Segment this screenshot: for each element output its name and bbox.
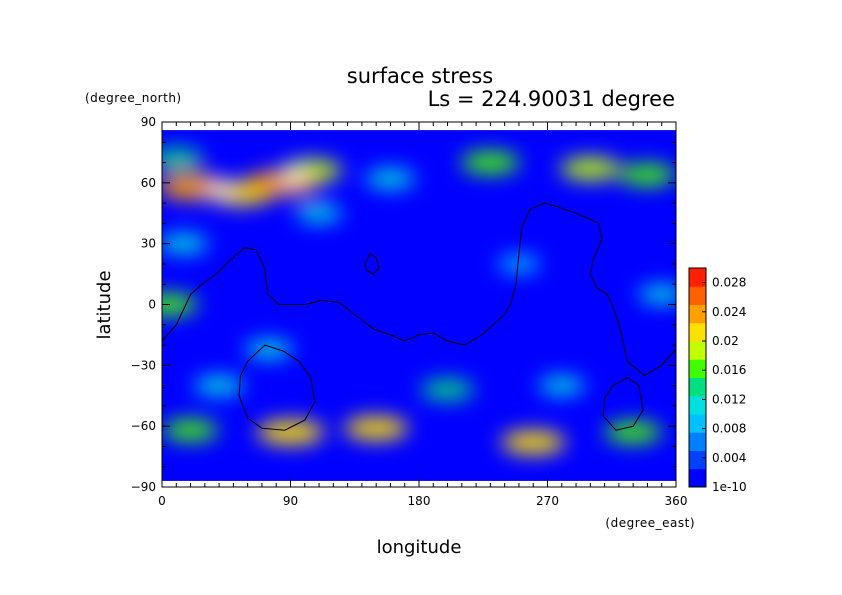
field-regions (162, 148, 676, 455)
y-axis-label: latitude (94, 270, 115, 339)
field-region (209, 182, 230, 195)
x-tick-label: 270 (536, 494, 559, 508)
field-region (604, 421, 662, 444)
field-region (344, 416, 409, 441)
field-region (162, 233, 209, 254)
colorbar-label: 0.008 (712, 422, 746, 436)
y-tick-label: −60 (131, 419, 156, 433)
colorbar-label: 0.016 (712, 363, 746, 377)
y-tick-label: 30 (141, 237, 156, 251)
x-tick-label: 180 (408, 494, 431, 508)
field-region (194, 375, 244, 396)
y-unit-label: (degree_north) (85, 91, 182, 105)
contour-line (602, 376, 644, 431)
colorbar-swatch (689, 450, 706, 470)
colorbar-swatch (689, 359, 706, 378)
field-region (163, 419, 219, 441)
field-region (560, 157, 621, 181)
field-region (283, 170, 304, 183)
axes-ticks: 0 90 180 270 360 90 60 30 0 −30 −60 −90 (131, 115, 688, 508)
y-tick-label: −90 (131, 480, 156, 494)
chart-title: surface stress (347, 64, 493, 88)
colorbar-swatch (689, 468, 706, 488)
y-tick-label: 0 (148, 298, 156, 312)
x-unit-label: (degree_east) (605, 516, 695, 530)
chart-subtitle: Ls = 224.90031 degree (428, 87, 675, 111)
colorbar-swatch (689, 414, 706, 433)
colorbar-label: 0.012 (712, 392, 746, 406)
field-region (461, 151, 520, 174)
x-tick-label: 90 (283, 494, 298, 508)
field-region (162, 148, 203, 169)
colorbar-frame (688, 267, 707, 488)
contour-line (364, 253, 380, 275)
colorbar-swatch (689, 395, 706, 415)
colorbar-label: 0.028 (712, 276, 746, 290)
colorbar-swatch (689, 286, 706, 305)
colorbar-label: 1e-10 (712, 480, 747, 494)
colorbar-swatch (689, 377, 706, 397)
field-region (638, 284, 676, 304)
contour-line (162, 202, 676, 377)
colorbar-swatch (689, 341, 706, 360)
plot-area (162, 122, 676, 487)
colorbar-swatch (689, 322, 706, 342)
field-region (501, 430, 566, 455)
x-tick-label: 0 (158, 494, 166, 508)
field-region (256, 419, 325, 445)
field-region (247, 169, 319, 196)
colorbar-swatch (689, 268, 706, 287)
y-tick-label: 60 (141, 176, 156, 190)
colorbar-swatch (689, 432, 706, 451)
field-region (245, 339, 293, 359)
x-axis-label: longitude (377, 537, 462, 558)
colorbar-swatch (689, 304, 706, 324)
x-tick-label: 360 (665, 494, 688, 508)
colorbar-label: 0.02 (712, 334, 739, 348)
colorbar-label: 0.024 (712, 305, 746, 319)
y-tick-label: −30 (131, 358, 156, 372)
field-region (619, 163, 676, 186)
field-region (296, 203, 343, 223)
field-region (497, 254, 541, 273)
y-tick-label: 90 (141, 115, 156, 129)
field-region (538, 376, 585, 396)
colorbar: 0.028 0.024 0.02 0.016 0.012 0.008 0.004 1e-10 (688, 267, 747, 494)
field-region (162, 173, 230, 200)
field-region (420, 379, 475, 401)
contour-layer (162, 202, 676, 431)
contour-line (238, 344, 316, 431)
colorbar-label: 0.004 (712, 451, 746, 465)
field-region (365, 168, 416, 189)
